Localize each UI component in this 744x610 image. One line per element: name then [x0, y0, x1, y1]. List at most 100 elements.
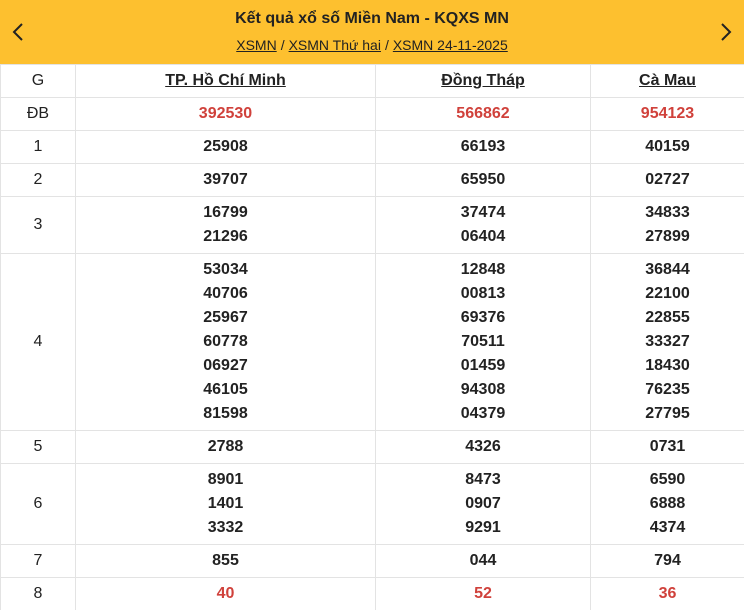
- result-number: 06927: [203, 357, 248, 374]
- province-header-ca-mau[interactable]: Cà Mau: [590, 64, 744, 98]
- breadcrumb-date-link[interactable]: XSMN 24-11-2025: [392, 37, 508, 53]
- result-cell: 52: [375, 577, 591, 610]
- result-number: 25967: [203, 309, 248, 326]
- result-number: 8473: [465, 471, 501, 488]
- result-number: 01459: [460, 357, 506, 374]
- result-number: 70511: [461, 333, 505, 350]
- result-cell: 39707: [75, 163, 376, 197]
- result-number: 40: [216, 585, 235, 602]
- result-number: 04379: [460, 405, 506, 422]
- table-row: 3 16799 21296 37474 06404 34833 27899: [0, 196, 744, 254]
- result-number: 69376: [460, 309, 506, 326]
- page-title: Kết quả xổ số Miền Nam - KQXS MN: [235, 10, 509, 27]
- result-number: 18430: [645, 357, 690, 374]
- result-cell: 66193: [375, 130, 591, 164]
- result-number: 25908: [203, 138, 248, 155]
- result-cell: 8473 0907 9291: [375, 463, 591, 545]
- result-cell: 12848 00813 69376 70511 01459 94308 04379: [375, 253, 591, 431]
- prize-column-header: G: [0, 64, 76, 98]
- result-number: 9291: [465, 519, 501, 536]
- result-cell: 40159: [590, 130, 744, 164]
- prize-label: ĐB: [0, 97, 76, 131]
- result-number: 794: [654, 552, 681, 569]
- result-number: 22100: [645, 285, 690, 302]
- result-number: 27795: [645, 405, 690, 422]
- result-number: 12848: [460, 261, 506, 278]
- result-cell: 16799 21296: [75, 196, 376, 254]
- prize-label: 6: [0, 463, 76, 545]
- result-number: 06404: [460, 228, 506, 245]
- result-cell: 36844 22100 22855 33327 18430 76235 27795: [590, 253, 744, 431]
- result-number: 36844: [645, 261, 690, 278]
- result-cell: 392530: [75, 97, 376, 131]
- result-number: 40706: [203, 285, 248, 302]
- results-header: Kết quả xổ số Miền Nam - KQXS MN XSMN / XS…: [0, 0, 744, 64]
- result-number: 0907: [465, 495, 501, 512]
- table-row: 4 53034 40706 25967 60778 06927 46105 81598 1284…: [0, 253, 744, 431]
- result-cell: 53034 40706 25967 60778 06927 46105 81598: [75, 253, 376, 431]
- result-number: 94308: [460, 381, 506, 398]
- result-number: 37474: [460, 204, 506, 221]
- result-number: 27899: [645, 228, 690, 245]
- result-number: 4374: [649, 519, 686, 536]
- result-number: 36: [658, 585, 677, 602]
- result-number: 6590: [649, 471, 686, 488]
- result-cell: 36: [590, 577, 744, 610]
- table-row: ĐB 392530 566862 954123: [0, 97, 744, 131]
- result-cell: 954123: [590, 97, 744, 131]
- result-number: 65950: [460, 171, 506, 188]
- result-cell: 4326: [375, 430, 591, 464]
- result-number: 392530: [198, 105, 253, 122]
- result-cell: 855: [75, 544, 376, 578]
- result-number: 40159: [645, 138, 690, 155]
- result-number: 954123: [640, 105, 695, 122]
- result-number: 53034: [203, 261, 248, 278]
- result-number: 855: [212, 552, 239, 569]
- table-row: 7 855 044 794: [0, 544, 744, 578]
- table-row: 2 39707 65950 02727: [0, 163, 744, 197]
- breadcrumb-weekday-link[interactable]: XSMN Thứ hai: [288, 37, 381, 53]
- result-number: 2788: [207, 438, 244, 455]
- result-number: 044: [469, 552, 497, 569]
- chevron-right-icon: [721, 23, 732, 41]
- breadcrumb-separator: /: [384, 37, 389, 53]
- results-body: ĐB 392530 566862 954123 1 25908 66193 40159 2 397…: [0, 97, 744, 610]
- result-number: 81598: [203, 405, 248, 422]
- prize-label: 4: [0, 253, 76, 431]
- prev-day-button[interactable]: [6, 20, 30, 44]
- prize-label: 5: [0, 430, 76, 464]
- prize-label: 7: [0, 544, 76, 578]
- table-header-row: G TP. Hồ Chí Minh Đồng Tháp Cà Mau: [0, 64, 744, 98]
- result-cell: 044: [375, 544, 591, 578]
- result-cell: 794: [590, 544, 744, 578]
- breadcrumb-xsmn-link[interactable]: XSMN: [236, 37, 277, 53]
- province-link[interactable]: Đồng Tháp: [441, 72, 525, 89]
- table-row: 8 40 52 36: [0, 577, 744, 610]
- result-number: 02727: [645, 171, 690, 188]
- result-number: 39707: [203, 171, 248, 188]
- table-row: 6 8901 1401 3332 8473 0907 9291 6590 6888 4374: [0, 463, 744, 545]
- province-header-hcm[interactable]: TP. Hồ Chí Minh: [75, 64, 376, 98]
- result-number: 1401: [207, 495, 244, 512]
- province-link[interactable]: Cà Mau: [639, 72, 696, 89]
- prize-label: 1: [0, 130, 76, 164]
- result-number: 34833: [645, 204, 690, 221]
- table-row: 1 25908 66193 40159: [0, 130, 744, 164]
- result-cell: 2788: [75, 430, 376, 464]
- result-number: 60778: [203, 333, 248, 350]
- result-number: 76235: [645, 381, 690, 398]
- result-cell: 8901 1401 3332: [75, 463, 376, 545]
- breadcrumb: XSMN / XSMN Thứ hai / XSMN 24-11-2025: [0, 37, 744, 53]
- result-number: 21296: [203, 228, 248, 245]
- result-number: 66193: [460, 138, 506, 155]
- province-header-dong-thap[interactable]: Đồng Tháp: [375, 64, 591, 98]
- result-cell: 6590 6888 4374: [590, 463, 744, 545]
- result-cell: 566862: [375, 97, 591, 131]
- prize-label: 3: [0, 196, 76, 254]
- breadcrumb-separator: /: [280, 37, 285, 53]
- next-day-button[interactable]: [714, 20, 738, 44]
- result-cell: 02727: [590, 163, 744, 197]
- province-link[interactable]: TP. Hồ Chí Minh: [165, 72, 286, 89]
- result-cell: 40: [75, 577, 376, 610]
- result-cell: 65950: [375, 163, 591, 197]
